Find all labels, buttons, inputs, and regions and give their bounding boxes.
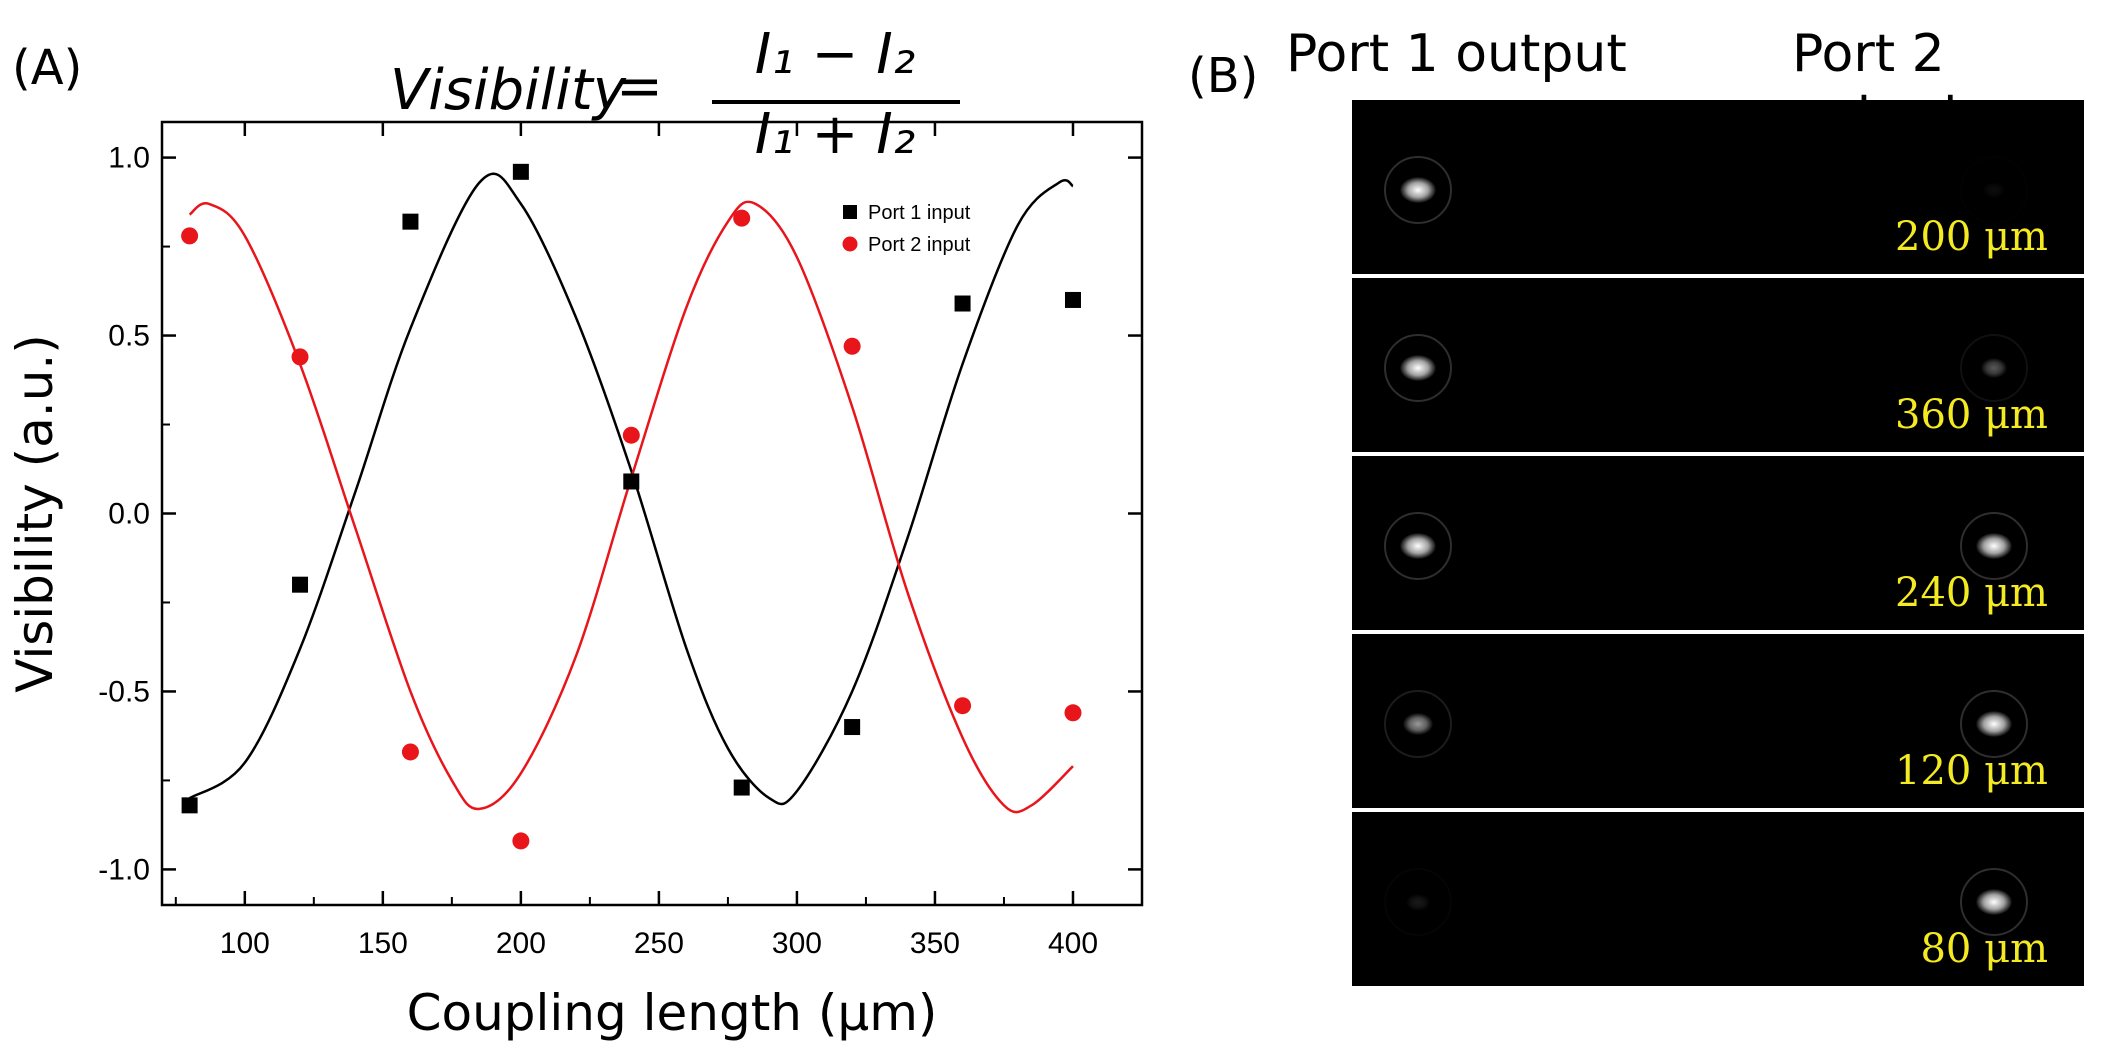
- legend-marker-port1: [843, 205, 857, 219]
- data-point-port1: [402, 213, 419, 230]
- legend-label: Port 1 input: [868, 202, 971, 224]
- output-image-frame: 120 μm: [1352, 634, 2084, 808]
- legend-marker-port2: [842, 236, 858, 252]
- x-tick-label: 350: [910, 927, 960, 960]
- port2-spot-ring: [1960, 690, 2028, 758]
- data-point-port1: [623, 473, 640, 490]
- y-tick-label: 1.0: [108, 142, 150, 175]
- coupling-length-label: 80 μm: [1920, 926, 2048, 972]
- output-image-frame: 240 μm: [1352, 456, 2084, 630]
- port1-spot: [1406, 893, 1430, 911]
- panel-b-label: (B): [1188, 48, 1259, 104]
- legend-label: Port 2 input: [868, 234, 971, 256]
- fit-curve-2: [188, 200, 1074, 814]
- visibility-formula: Visibility = I₁ − I₂ I₁ + I₂: [390, 22, 1010, 167]
- formula-fraction-bar: [712, 100, 960, 104]
- x-tick-label: 100: [220, 927, 270, 960]
- port1-output-header: Port 1 output: [1286, 24, 1627, 84]
- output-image-frame: 360 μm: [1352, 278, 2084, 452]
- data-point-port1: [292, 576, 309, 593]
- data-point-port2: [512, 832, 530, 850]
- data-point-port1: [844, 719, 861, 736]
- coupling-length-label: 360 μm: [1895, 392, 2048, 438]
- coupling-length-label: 240 μm: [1895, 570, 2048, 616]
- formula-numerator: I₁ − I₂: [754, 22, 916, 87]
- port1-spot-ring: [1384, 512, 1452, 580]
- port1-spot: [1400, 533, 1436, 559]
- output-image-frame: 200 μm: [1352, 100, 2084, 274]
- formula-equals: =: [616, 54, 663, 119]
- port1-spot: [1400, 355, 1436, 381]
- port1-spot: [1402, 713, 1434, 735]
- output-image-frame: 80 μm: [1352, 812, 2084, 986]
- y-tick-label: 0.5: [108, 320, 150, 353]
- data-point-port2: [401, 743, 419, 761]
- data-point-port2: [954, 697, 972, 715]
- data-point-port2: [181, 227, 199, 245]
- port2-spot-ring: [1960, 868, 2028, 936]
- data-point-port1: [733, 779, 750, 796]
- data-point-port2: [1064, 704, 1082, 722]
- formula-lhs: Visibility: [390, 58, 626, 123]
- panel-a-label: (A): [12, 40, 83, 96]
- x-tick-label: 200: [496, 927, 546, 960]
- port1-spot: [1400, 177, 1436, 203]
- port1-spot-ring: [1384, 334, 1452, 402]
- port1-spot-ring: [1384, 156, 1452, 224]
- fit-curve-1: [188, 172, 1074, 806]
- x-tick-label: 150: [358, 927, 408, 960]
- visibility-chart: 100 150 200 250 300 350 400 1.0 0.5 0.0 -0.5 -1.0 Co…: [6, 120, 1144, 1042]
- data-point-port1: [512, 163, 529, 180]
- data-point-port2: [622, 426, 640, 444]
- y-tick-label: -1.0: [98, 853, 150, 886]
- port2-spot: [1976, 889, 2012, 915]
- plot-frame: [160, 120, 1144, 907]
- port2-spot-ring: [1960, 512, 2028, 580]
- data-point-port2: [733, 209, 751, 227]
- port2-spot: [1982, 181, 2006, 199]
- port2-spot: [1976, 533, 2012, 559]
- data-point-port2: [843, 337, 861, 355]
- x-tick-label: 400: [1048, 927, 1098, 960]
- port1-spot-ring: [1384, 690, 1452, 758]
- y-axis-label: Visibility (a.u.): [6, 334, 64, 693]
- data-point-port1: [181, 797, 198, 814]
- x-tick-label: 250: [634, 927, 684, 960]
- output-image-stack: 200 μm 360 μm 240 μm 120 μm 80 μm: [1352, 100, 2084, 990]
- data-point-port1: [954, 295, 971, 312]
- y-tick-label: 0.0: [108, 498, 150, 531]
- port2-spot-ring: [1960, 334, 2028, 402]
- coupling-length-label: 120 μm: [1895, 748, 2048, 794]
- x-tick-label: 300: [772, 927, 822, 960]
- x-axis-label: Coupling length (μm): [407, 984, 938, 1042]
- y-tick-label: -0.5: [98, 675, 150, 708]
- formula-denominator: I₁ + I₂: [754, 102, 916, 167]
- port2-spot: [1980, 358, 2008, 378]
- data-point-port2: [291, 348, 309, 366]
- data-point-port1: [1064, 291, 1081, 308]
- port2-spot: [1976, 711, 2012, 737]
- coupling-length-label: 200 μm: [1895, 214, 2048, 260]
